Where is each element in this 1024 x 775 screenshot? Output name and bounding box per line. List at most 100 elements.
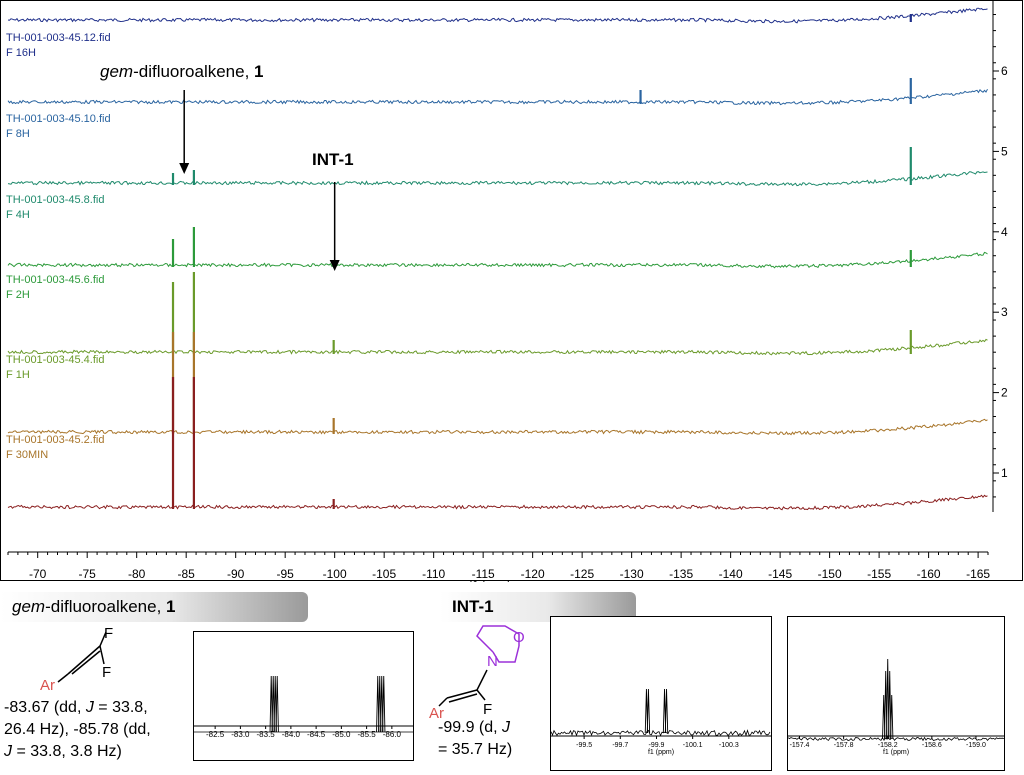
compound1-zoom-panel: -82.5 -83.0 -83.5 -84.0 -84.5 -85.0 -85.5 -86.0	[193, 631, 414, 761]
x-tick-label: -155	[867, 567, 891, 581]
zoom-x-tick-label: -158.6	[922, 742, 942, 749]
trace-filename: TH-001-003-45.12.fid	[6, 32, 111, 44]
trace-subtitle: F 30MIN	[6, 449, 49, 461]
x-tick-label: -70	[29, 567, 47, 581]
x-tick-label: -165	[966, 567, 990, 581]
trace-line	[7, 251, 988, 269]
x-tick-label: -100	[323, 567, 347, 581]
zoom-x-tick-label: -157.4	[790, 742, 810, 749]
y-tick-label: 4	[1001, 225, 1008, 239]
trace-line	[7, 494, 988, 511]
int-1-zoom-svg-b: -157.4 -157.8 -158.2 -158.6 -159.0 f1 (ppm)	[787, 658, 1005, 756]
zoom-x-tick-label: -100.3	[719, 742, 739, 749]
trace-line	[7, 7, 988, 24]
zoom-x-tick-label: -99.5	[576, 742, 592, 749]
zoom-x-tick-label: -159.0	[966, 742, 986, 749]
trace-line	[7, 171, 988, 187]
x-tick-label: -80	[128, 567, 146, 581]
zoom-x-tick-label: -82.5	[206, 730, 225, 739]
y-tick-label: 2	[1001, 386, 1008, 400]
stacked-19f-nmr-spectra: -70 -75 -80 -85 -90 -95 -100 -105 -110 -115 -120 -1…	[0, 0, 1023, 591]
trace-filename: TH-001-003-45.8.fid	[6, 194, 105, 206]
zoom-x-tick-label: -158.2	[878, 742, 898, 749]
zoom-peak-line	[886, 658, 890, 740]
trace-line	[7, 338, 988, 356]
trace-filename: TH-001-003-45.10.fid	[6, 113, 111, 125]
f-top-label: F	[104, 625, 113, 642]
zoom-x-tick-label: -157.8	[834, 742, 854, 749]
trace-filename: TH-001-003-45.6.fid	[6, 274, 105, 286]
compound1-shift-text: -83.67 (dd, J = 33.8, 26.4 Hz), -85.78 (d…	[4, 699, 151, 760]
y-tick-label: 5	[1001, 144, 1008, 158]
o-label: O	[513, 629, 525, 646]
x-tick-label: -135	[669, 567, 693, 581]
arrow-gem-head	[179, 163, 190, 174]
int-1-zoom-svg-a: -99.5-99.7-99.9-100.1-100.3-10f1 (ppm)	[550, 688, 771, 756]
x-tick-label: -130	[620, 567, 644, 581]
x-tick-label: -105	[372, 567, 396, 581]
x-tick-label: -120	[521, 567, 545, 581]
stacked-spectra-svg: -70 -75 -80 -85 -90 -95 -100 -105 -110 -115 -120 -1…	[0, 0, 1023, 591]
zoom-x-tick-label: -84.5	[307, 730, 326, 739]
ar-label: Ar	[40, 677, 55, 694]
trace-subtitle: F 2H	[6, 289, 30, 301]
compound1-zoom-svg: -82.5 -83.0 -83.5 -84.0 -84.5 -85.0 -85.5 -86.0	[194, 675, 413, 739]
zoom-x-tick-label: -85.0	[332, 730, 351, 739]
x-tick-label: -145	[768, 567, 792, 581]
zoom-peak-line	[664, 688, 669, 734]
int-1-shift-text: -99.9 (d, J = 35.7 Hz)	[438, 719, 513, 758]
trace-subtitle: F 1H	[6, 369, 30, 381]
x-tick-label: -110	[422, 567, 445, 581]
trace-subtitle: F 16H	[6, 47, 36, 59]
int1-ar-label: Ar	[429, 705, 444, 722]
trace-line	[7, 88, 988, 106]
zoom-peak-line	[646, 688, 651, 734]
zoom-x-tick-label: -99.7	[612, 742, 628, 749]
annotation-gem-difluoroalkene: gem-difluoroalkene, 1	[100, 62, 264, 81]
f-bottom-label: F	[102, 664, 111, 681]
zoom-baseline	[550, 729, 771, 737]
zoom-x-tick-label: -99.9	[648, 742, 664, 749]
x-tick-label: -160	[917, 567, 941, 581]
y-tick-label: 3	[1001, 305, 1008, 319]
x-tick-label: -85	[178, 567, 196, 581]
zoom-x-tick-label: -100.1	[683, 742, 703, 749]
zoom-x-tick-label: -83.0	[231, 730, 250, 739]
caption-gem-difluoroalkene: gem-difluoroalkene, 1	[0, 592, 308, 622]
int1-f-label: F	[483, 701, 492, 718]
trace-subtitle: F 8H	[6, 128, 30, 140]
zoom-x-axis-label: f1 (ppm)	[648, 749, 674, 756]
trace-subtitle: F 4H	[6, 209, 30, 221]
annotation-int-1: INT-1	[312, 150, 354, 169]
x-tick-label: -95	[276, 567, 294, 581]
zoom-peak-line	[888, 670, 892, 740]
zoom-x-tick-label: -84.0	[282, 730, 301, 739]
trace-filename: TH-001-003-45.2.fid	[6, 434, 105, 446]
int-1-structure: O N Ar F	[429, 625, 525, 722]
int-1-zoom-panel-a: -99.5-99.7-99.9-100.1-100.3-10f1 (ppm)	[550, 616, 772, 771]
zoom-baseline	[787, 736, 1005, 742]
zoom-x-axis-label: f1 (ppm)	[883, 749, 909, 756]
int-1-zoom-panel-b: -157.4 -157.8 -158.2 -158.6 -159.0 f1 (ppm)	[787, 616, 1005, 771]
n-label: N	[487, 653, 498, 670]
trace-filename: TH-001-003-45.4.fid	[6, 354, 105, 366]
x-tick-label: -90	[227, 567, 245, 581]
zoom-x-tick-label: -85.5	[357, 730, 376, 739]
x-axis-label: f1 (ppm)	[470, 579, 511, 582]
arrow-int1-head	[329, 260, 340, 271]
plot-frame	[0, 0, 1023, 581]
zoom-x-tick-label: -86.0	[383, 730, 402, 739]
x-tick-label: -140	[719, 567, 743, 581]
y-tick-label: 6	[1001, 64, 1008, 78]
x-tick-label: -125	[570, 567, 594, 581]
zoom-peak-line	[890, 694, 894, 740]
gem-difluoroalkene-structure: F F Ar	[40, 625, 113, 694]
trace-line	[7, 418, 988, 436]
zoom-peak-line	[275, 675, 279, 733]
zoom-x-tick-label: -83.5	[257, 730, 276, 739]
zoom-peak-line	[382, 675, 386, 733]
x-tick-label: -115	[472, 567, 495, 581]
x-tick-label: -150	[818, 567, 842, 581]
x-tick-label: -75	[79, 567, 97, 581]
y-tick-label: 1	[1001, 466, 1008, 480]
